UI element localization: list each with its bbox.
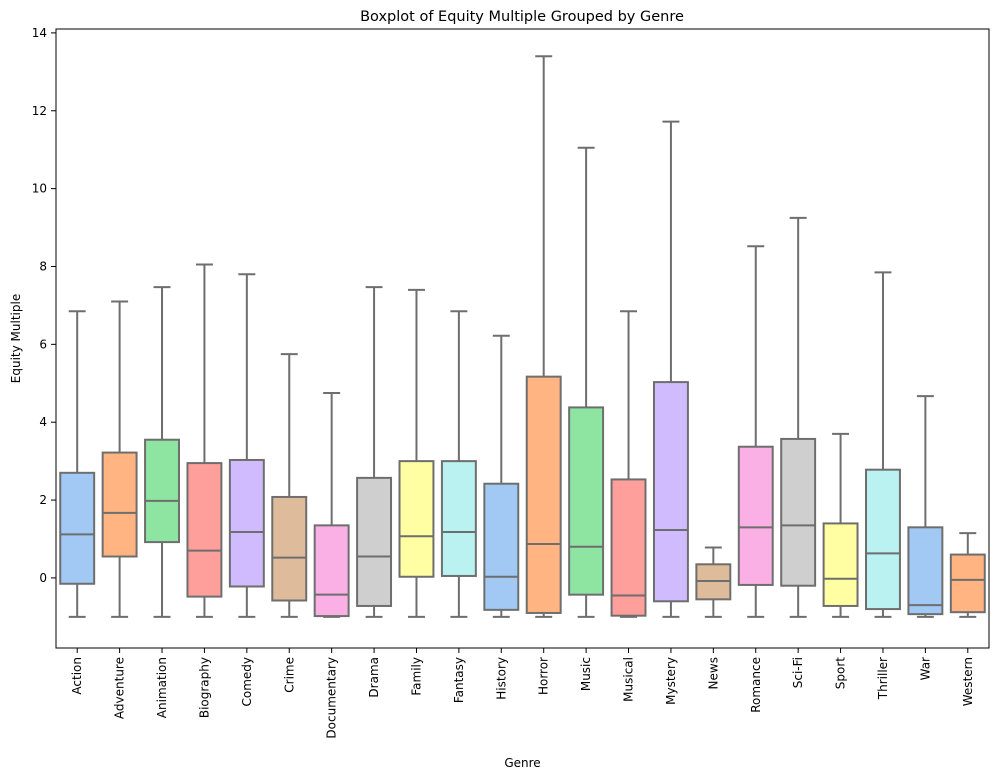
x-tick-label: Fantasy: [452, 657, 466, 703]
plot-area: [59, 55, 986, 618]
x-tick-label: History: [494, 657, 508, 700]
x-tick-label: Music: [579, 657, 593, 691]
box-mystery: [652, 120, 689, 618]
box-sport: [822, 432, 859, 618]
iqr-box: [144, 438, 180, 544]
iqr-box: [780, 437, 817, 587]
iqr-box: [652, 381, 689, 603]
iqr-box: [865, 468, 901, 611]
x-tick-label: Romance: [749, 657, 763, 713]
box-news: [695, 546, 732, 618]
box-sci-fi: [780, 216, 817, 618]
iqr-box: [59, 471, 96, 585]
y-tick-label: 6: [39, 337, 47, 351]
x-tick-label: Mystery: [664, 657, 678, 705]
box-biography: [186, 263, 223, 618]
iqr-box: [483, 482, 520, 611]
y-tick-label: 10: [32, 182, 47, 196]
y-tick-label: 8: [39, 259, 47, 273]
box-thriller: [865, 271, 901, 618]
box-music: [568, 146, 605, 618]
box-family: [398, 288, 435, 618]
iqr-box: [186, 462, 223, 598]
box-adventure: [101, 300, 138, 618]
y-tick-label: 4: [39, 415, 47, 429]
iqr-box: [356, 476, 393, 607]
iqr-box: [101, 451, 138, 558]
iqr-box: [398, 460, 435, 578]
iqr-box: [737, 445, 774, 586]
y-axis: 0 2 4 6 8 10 12 14: [32, 26, 56, 585]
x-tick-label: Drama: [367, 657, 381, 698]
iqr-box: [610, 478, 647, 617]
iqr-box: [568, 406, 605, 596]
iqr-box: [907, 526, 944, 616]
box-romance: [737, 245, 774, 618]
x-tick-label: Sport: [834, 657, 848, 690]
box-fantasy: [440, 310, 477, 618]
iqr-box: [228, 458, 265, 588]
x-tick-label: Thriller: [876, 657, 890, 700]
x-tick-label: Family: [409, 657, 423, 696]
x-tick-label: Crime: [282, 657, 296, 693]
x-axis: Action Adventure Animation Biography Comedy C…: [70, 648, 975, 739]
x-tick-label: Action: [70, 657, 84, 695]
box-crime: [271, 353, 308, 618]
x-tick-label: Western: [961, 657, 975, 706]
iqr-box: [949, 553, 986, 614]
y-tick-label: 14: [32, 26, 47, 40]
y-tick-label: 2: [39, 493, 47, 507]
x-tick-label: Comedy: [240, 657, 254, 707]
y-axis-title: Equity Multiple: [9, 294, 23, 383]
x-tick-label: Documentary: [325, 657, 339, 739]
iqr-box: [440, 460, 477, 577]
x-tick-label: News: [706, 657, 720, 689]
x-tick-label: Animation: [155, 657, 169, 718]
chart-title: Boxplot of Equity Multiple Grouped by Ge…: [360, 9, 684, 25]
box-horror: [525, 55, 562, 618]
x-tick-label: Musical: [622, 657, 636, 702]
x-tick-label: Horror: [537, 657, 551, 695]
iqr-box: [271, 495, 308, 602]
box-war: [907, 395, 944, 618]
box-documentary: [313, 392, 350, 618]
box-musical: [610, 310, 647, 618]
box-western: [949, 532, 986, 618]
x-tick-label: Biography: [197, 657, 211, 718]
x-tick-label: War: [918, 657, 932, 680]
box-action: [59, 310, 96, 618]
box-history: [483, 334, 520, 618]
x-axis-title: Genre: [504, 756, 540, 770]
y-tick-label: 0: [39, 571, 47, 585]
iqr-box: [822, 522, 859, 607]
iqr-box: [525, 375, 562, 614]
box-animation: [144, 286, 180, 618]
iqr-box: [313, 524, 350, 618]
plot-frame: [55, 28, 990, 649]
box-comedy: [228, 273, 265, 618]
x-tick-label: Adventure: [113, 657, 127, 719]
x-tick-label: Sci-Fi: [791, 657, 805, 688]
y-tick-label: 12: [32, 104, 47, 118]
box-drama: [356, 286, 393, 618]
